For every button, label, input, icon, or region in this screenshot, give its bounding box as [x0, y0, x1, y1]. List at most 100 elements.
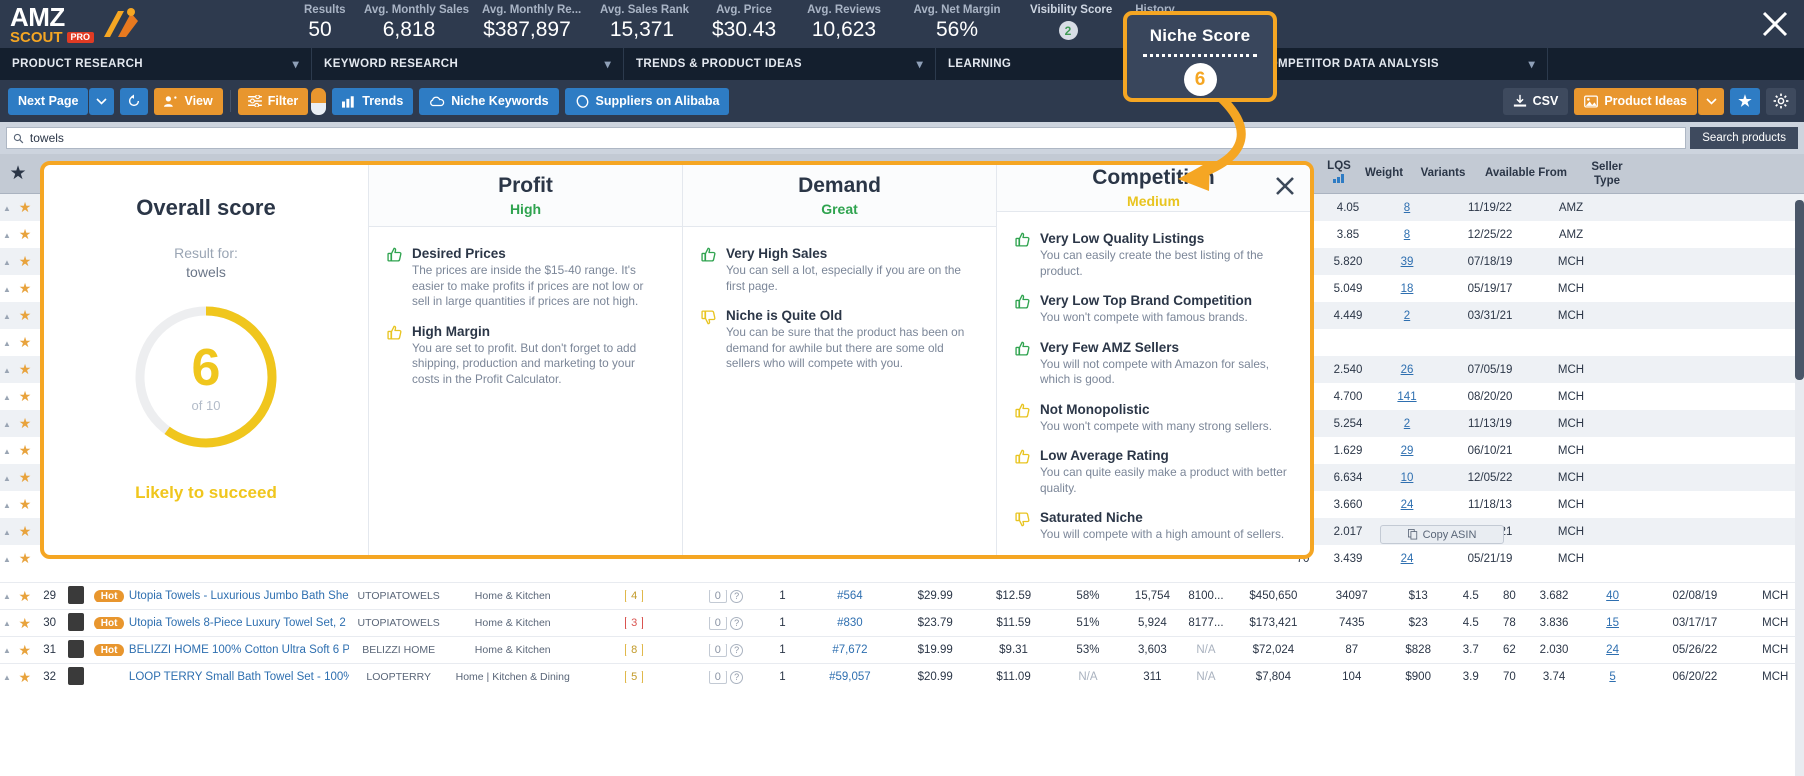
view-button[interactable]: View	[154, 87, 223, 115]
favorite-star-icon[interactable]: ★	[18, 614, 32, 631]
table-row[interactable]: ▲ ★ 29 Hot Utopia Towels - Luxurious Jumbo B…	[0, 582, 1804, 609]
expand-icon[interactable]: ▲	[3, 419, 11, 429]
suppliers-alibaba-button[interactable]: Suppliers on Alibaba	[564, 87, 730, 115]
favorite-star-icon[interactable]: ★	[18, 226, 32, 242]
cell-rank[interactable]: #7,672	[832, 644, 868, 656]
cell-product-title[interactable]: Utopia Towels 8-Piece Luxury Towel Set, …	[128, 617, 349, 629]
close-window-icon[interactable]	[1760, 9, 1790, 39]
filter-toggle-pill[interactable]	[311, 87, 327, 115]
copy-asin-button[interactable]: Copy ASIN	[1380, 525, 1504, 544]
product-thumbnail[interactable]	[68, 612, 85, 631]
expand-icon[interactable]: ▲	[2, 646, 11, 655]
vertical-scrollbar-thumb[interactable]	[1795, 200, 1804, 380]
cell-sellers-count[interactable]: 3	[625, 617, 644, 629]
expand-icon[interactable]: ▲	[3, 230, 11, 240]
trends-button[interactable]: Trends	[332, 87, 414, 115]
cell-sellers-count[interactable]: 8	[625, 644, 644, 656]
nav-item-product-research[interactable]: PRODUCT RESEARCH ▾	[0, 48, 312, 80]
favorite-star-icon[interactable]: ★	[18, 587, 32, 604]
table-row[interactable]: ▲ ★ 30 Hot Utopia Towels 8-Piece Luxury Towe…	[0, 609, 1804, 636]
cell-variants[interactable]: 5	[1609, 671, 1616, 683]
cell-product-title[interactable]: LOOP TERRY Small Bath Towel Set - 100% C…	[128, 671, 349, 683]
cell-sellers-count[interactable]: 5	[625, 671, 644, 683]
expand-icon[interactable]: ▲	[3, 365, 11, 375]
cell-variants[interactable]: 8	[1403, 201, 1411, 214]
expand-icon[interactable]: ▲	[2, 592, 11, 601]
cell-rank[interactable]: #564	[837, 590, 863, 602]
settings-button[interactable]	[1766, 87, 1796, 115]
next-page-button[interactable]: Next Page	[8, 87, 89, 115]
expand-icon[interactable]: ▲	[3, 203, 11, 213]
table-row[interactable]: ▲ ★ 32 LOOP TERRY Small Bath Towel Set - 10…	[0, 663, 1804, 690]
next-page-dropdown[interactable]	[89, 87, 115, 115]
expand-icon[interactable]: ▲	[3, 473, 11, 483]
product-ideas-button[interactable]: Product Ideas	[1574, 87, 1697, 115]
favorite-header-icon[interactable]: ★	[9, 163, 27, 184]
help-icon[interactable]: ?	[730, 643, 744, 657]
search-input[interactable]	[29, 131, 1680, 145]
product-thumbnail[interactable]	[68, 666, 85, 685]
cell-variants[interactable]: 2	[1403, 417, 1411, 430]
cell-variants[interactable]: 39	[1400, 255, 1414, 268]
search-input-wrap[interactable]	[6, 127, 1687, 149]
panel-close-icon[interactable]	[1274, 175, 1296, 197]
favorite-star-icon[interactable]: ★	[18, 307, 32, 323]
favorite-star-icon[interactable]: ★	[18, 280, 32, 296]
cell-sellers-count[interactable]: 4	[625, 590, 644, 602]
expand-icon[interactable]: ▲	[3, 446, 11, 456]
favorite-star-icon[interactable]: ★	[18, 199, 32, 215]
favorite-star-icon[interactable]: ★	[18, 523, 32, 539]
favorite-star-icon[interactable]: ★	[18, 641, 32, 658]
favorite-star-icon[interactable]: ★	[18, 496, 32, 512]
search-products-button[interactable]: Search products	[1690, 127, 1798, 149]
expand-icon[interactable]: ▲	[3, 284, 11, 294]
favorite-star-icon[interactable]: ★	[18, 668, 32, 685]
cell-variants[interactable]: 141	[1397, 390, 1417, 403]
filter-button[interactable]: Filter	[237, 87, 309, 115]
expand-icon[interactable]: ▲	[3, 554, 11, 564]
cell-product-title[interactable]: BELIZZI HOME 100% Cotton Ultra Soft 6 Pa…	[128, 644, 350, 656]
favorite-star-icon[interactable]: ★	[18, 361, 32, 377]
expand-icon[interactable]: ▲	[3, 500, 11, 510]
expand-icon[interactable]: ▲	[3, 257, 11, 267]
cell-variants[interactable]: 29	[1400, 444, 1414, 457]
favorite-star-icon[interactable]: ★	[18, 253, 32, 269]
table-row[interactable]: ▲ ★ 31 Hot BELIZZI HOME 100% Cotton Ultra So…	[0, 636, 1804, 663]
cell-rank[interactable]: #59,057	[829, 671, 871, 683]
help-icon[interactable]: ?	[730, 589, 744, 603]
expand-icon[interactable]: ▲	[2, 673, 11, 682]
app-logo[interactable]: AMZ SCOUT PRO	[0, 0, 290, 48]
favorite-star-icon[interactable]: ★	[18, 334, 32, 350]
column-header-available-from[interactable]: Available From	[1484, 167, 1568, 179]
expand-icon[interactable]: ▲	[3, 311, 11, 321]
cell-variants[interactable]: 2	[1403, 309, 1411, 322]
niche-keywords-button[interactable]: Niche Keywords	[419, 87, 559, 115]
favorite-star-icon[interactable]: ★	[18, 388, 32, 404]
column-header-seller-type[interactable]: Seller Type	[1591, 160, 1623, 187]
expand-icon[interactable]: ▲	[3, 527, 11, 537]
favorite-star-icon[interactable]: ★	[18, 415, 32, 431]
cell-variants[interactable]: 24	[1400, 498, 1414, 511]
product-ideas-dropdown[interactable]	[1698, 87, 1724, 115]
help-icon[interactable]: ?	[730, 616, 744, 630]
favorite-star-icon[interactable]: ★	[18, 469, 32, 485]
favorite-star-icon[interactable]: ★	[18, 550, 32, 566]
cell-variants[interactable]: 15	[1606, 617, 1619, 629]
favorite-star-icon[interactable]: ★	[18, 442, 32, 458]
column-header-weight[interactable]: Weight	[1364, 167, 1404, 179]
column-header-variants[interactable]: Variants	[1420, 167, 1466, 179]
cell-product-title[interactable]: Utopia Towels - Luxurious Jumbo Bath She…	[128, 590, 349, 602]
expand-icon[interactable]: ▲	[3, 338, 11, 348]
csv-export-button[interactable]: CSV	[1502, 87, 1569, 115]
expand-icon[interactable]: ▲	[2, 619, 11, 628]
column-header-lqs[interactable]: LQS	[1322, 160, 1356, 187]
favorites-button[interactable]: ★	[1730, 87, 1760, 115]
nav-item-competitor-data-analysis[interactable]: COMPETITOR DATA ANALYSIS ▾	[1248, 48, 1548, 80]
cell-variants[interactable]: 10	[1400, 471, 1414, 484]
refresh-button[interactable]	[120, 87, 149, 115]
nav-item-trends-product-ideas[interactable]: TRENDS & PRODUCT IDEAS ▾	[624, 48, 936, 80]
cell-variants[interactable]: 8	[1403, 228, 1411, 241]
product-thumbnail[interactable]	[68, 639, 85, 658]
cell-variants[interactable]: 26	[1400, 363, 1414, 376]
help-icon[interactable]: ?	[730, 670, 744, 684]
